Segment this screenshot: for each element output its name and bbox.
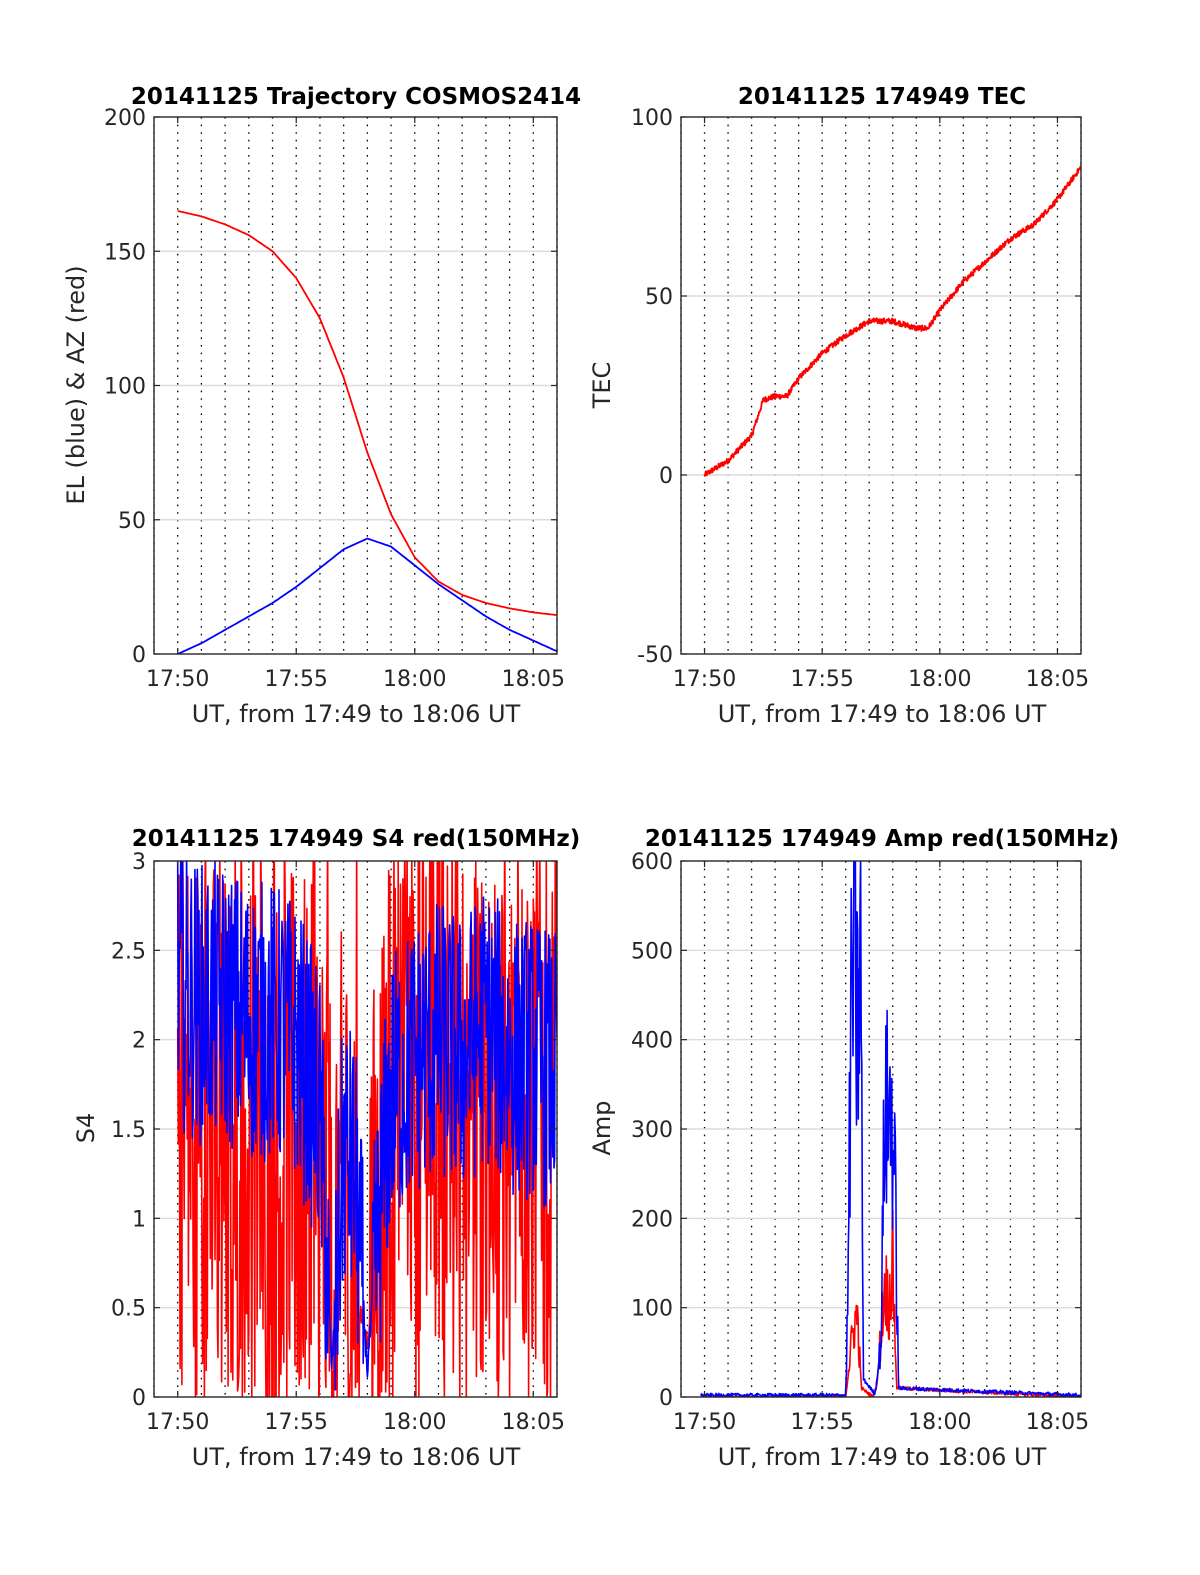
tec-title: 20141125 174949 TEC — [738, 84, 1026, 110]
tec-y-axis-label: TEC — [588, 362, 616, 410]
amp-x-tick-label: 17:50 — [673, 1410, 736, 1435]
amp-y-tick-label: 300 — [631, 1118, 673, 1143]
s4-y-tick-label: 2.5 — [111, 939, 146, 964]
s4-y-tick-label: 0.5 — [111, 1297, 146, 1322]
amp-y-axis-label: Amp — [588, 1100, 616, 1155]
tec-y-tick-label: 0 — [659, 464, 673, 489]
s4-y-tick-label: 3 — [132, 850, 146, 875]
trajectory-x-tick-label: 17:55 — [265, 667, 328, 692]
amp-y-tick-label: 500 — [631, 939, 673, 964]
trajectory-y-tick-label: 100 — [104, 375, 146, 400]
trajectory-panel: 20141125 Trajectory COSMOS2414 0 50 100 150… — [62, 84, 581, 728]
tec-y-tick-label: -50 — [637, 643, 673, 668]
tec-axes-box — [681, 117, 1081, 654]
amp-y-tick-label: 400 — [631, 1029, 673, 1054]
s4-y-tick-label: 1 — [132, 1207, 146, 1232]
trajectory-y-tick-label: 150 — [104, 240, 146, 265]
s4-y-tick-label: 1.5 — [111, 1118, 146, 1143]
s4-title: 20141125 174949 S4 red(150MHz) — [132, 826, 581, 852]
amp-panel: 20141125 174949 Amp red(150MHz) 0 100 200 3… — [588, 797, 1119, 1472]
amp-y-tick-label: 0 — [659, 1386, 673, 1411]
trajectory-x-tick-label: 18:05 — [502, 667, 565, 692]
tec-y-tick-label: 50 — [645, 285, 673, 310]
s4-x-tick-label: 18:00 — [383, 1410, 446, 1435]
s4-x-tick-label: 18:05 — [502, 1410, 565, 1435]
tec-x-tick-label: 18:00 — [908, 667, 971, 692]
s4-y-tick-label: 2 — [132, 1029, 146, 1054]
s4-x-tick-label: 17:55 — [265, 1410, 328, 1435]
trajectory-y-tick-label: 50 — [118, 509, 146, 534]
amp-x-tick-label: 18:05 — [1026, 1410, 1089, 1435]
s4-panel: 20141125 174949 S4 red(150MHz) 0 0.5 1 1.5 2… — [72, 800, 580, 1471]
s4-y-axis-label: S4 — [72, 1113, 100, 1144]
figure: 20141125 Trajectory COSMOS2414 050100150… — [0, 0, 1200, 1575]
trajectory-y-axis-label: EL (blue) & AZ (red) — [62, 265, 90, 504]
amp-x-tick-label: 17:55 — [790, 1410, 853, 1435]
tec-x-axis-label: UT, from 17:49 to 18:06 UT — [718, 700, 1047, 728]
amp-y-tick-label: 200 — [631, 1207, 673, 1232]
trajectory-title: 20141125 Trajectory COSMOS2414 — [131, 84, 581, 110]
tec-x-tick-label: 17:50 — [673, 667, 736, 692]
tec-x-tick-label: 18:05 — [1026, 667, 1089, 692]
tec-y-tick-label: 100 — [631, 106, 673, 131]
amp-x-axis-label: UT, from 17:49 to 18:06 UT — [718, 1443, 1047, 1471]
s4-x-tick-label: 17:50 — [146, 1410, 209, 1435]
amp-title: 20141125 174949 Amp red(150MHz) — [645, 826, 1119, 852]
trajectory-x-tick-label: 17:50 — [146, 667, 209, 692]
amp-series-red-line — [705, 1210, 1082, 1397]
trajectory-y-tick-label: 200 — [104, 106, 146, 131]
amp-y-tick-label: 100 — [631, 1297, 673, 1322]
trajectory-y-tick-label: 0 — [132, 643, 146, 668]
trajectory-x-axis-label: UT, from 17:49 to 18:06 UT — [192, 700, 521, 728]
tec-panel: 20141125 174949 TEC -50 0 50 100 17:50 17:55 1… — [588, 84, 1089, 728]
s4-y-tick-label: 0 — [132, 1386, 146, 1411]
s4-x-axis-label: UT, from 17:49 to 18:06 UT — [192, 1443, 521, 1471]
trajectory-x-tick-label: 18:00 — [383, 667, 446, 692]
amp-x-tick-label: 18:00 — [908, 1410, 971, 1435]
trajectory-series-red-line — [178, 211, 557, 615]
tec-x-tick-label: 17:55 — [790, 667, 853, 692]
amp-y-tick-label: 600 — [631, 850, 673, 875]
